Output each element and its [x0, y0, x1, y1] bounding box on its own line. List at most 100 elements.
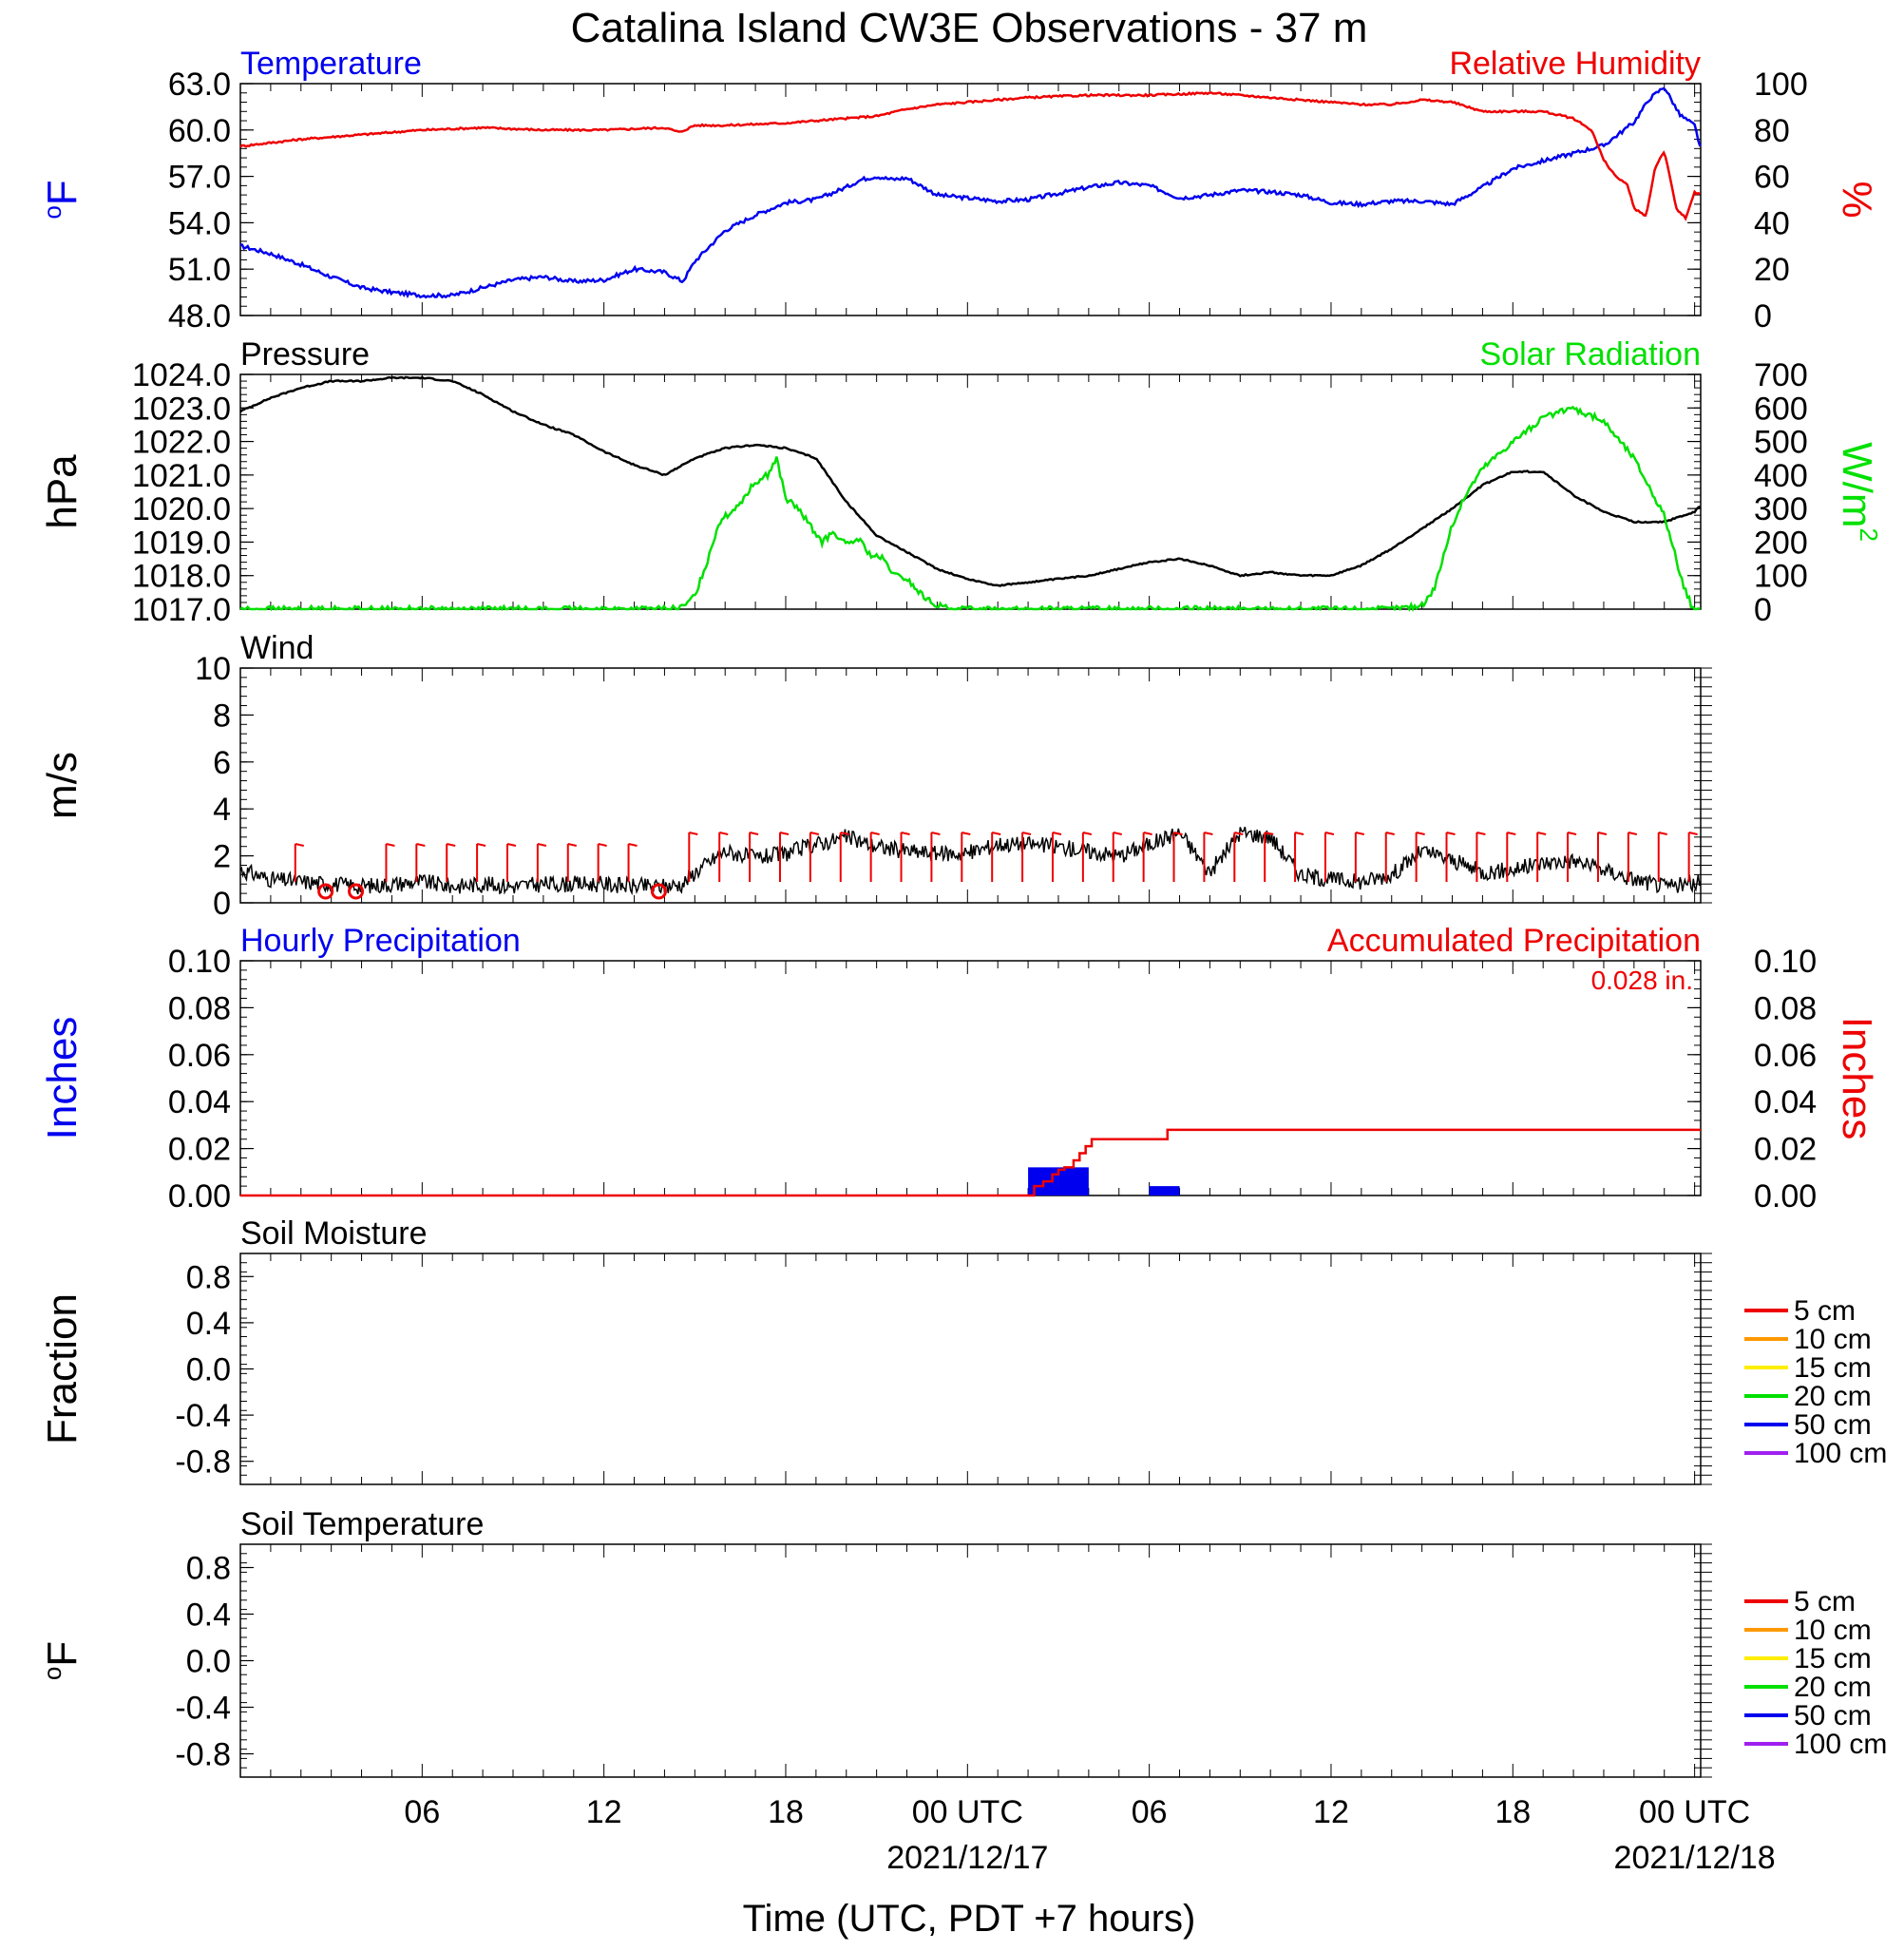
wind-barb-flag [870, 832, 880, 835]
x-date-label: 2021/12/17 [886, 1840, 1048, 1876]
wind-barb-flag [416, 843, 426, 847]
y-tick-label: 60.0 [168, 113, 231, 149]
legend-label: 100 cm [1794, 1438, 1887, 1469]
wind-barb-flag [1688, 832, 1698, 835]
y2-tick-label: 0.02 [1754, 1132, 1817, 1168]
y-tick-label: -0.4 [175, 1691, 231, 1727]
wind-barb-flag [1204, 832, 1213, 835]
y2-tick-label: 100 [1754, 67, 1808, 103]
wind-barb-flag [991, 832, 1001, 835]
wind-barb-flag [1416, 832, 1425, 835]
y-tick-label: 0.00 [168, 1178, 231, 1215]
hourly-precip-bar [1149, 1186, 1180, 1195]
plot-frame [239, 667, 1702, 904]
y-tick-label: 0.8 [186, 1551, 231, 1587]
y2-tick-label: 0 [1754, 592, 1772, 628]
y2-tick-label: 0.06 [1754, 1038, 1817, 1074]
panel-1: 1024.01023.01022.01021.01020.01019.01018… [39, 336, 1883, 628]
y2-tick-label: 600 [1754, 391, 1808, 427]
plot-frame [239, 1253, 1702, 1485]
legend-label: 5 cm [1794, 1295, 1856, 1327]
wind-barb-flag [809, 832, 820, 835]
wind-barb-flag [628, 843, 638, 847]
wind-barb-flag [1173, 832, 1183, 835]
y2-tick-label: 0 [1754, 298, 1772, 335]
series-line-relative-humidity [239, 91, 1701, 221]
y2-tick-label: 20 [1754, 252, 1790, 288]
y-tick-label: 54.0 [168, 205, 231, 241]
wind-barb-flag [1597, 832, 1608, 835]
wind-barb-flag [506, 843, 517, 847]
y-tick-label: -0.8 [175, 1444, 231, 1481]
wind-barb-flag [689, 832, 698, 835]
y2-axis-label: W/m2 [1834, 442, 1883, 542]
x-tick-label: 12 [1313, 1794, 1349, 1830]
wind-barb-flag [1355, 832, 1365, 835]
wind-barb-flag [1052, 832, 1062, 835]
y-tick-label: 57.0 [168, 160, 231, 196]
y-tick-label: 0.08 [168, 990, 231, 1026]
panel-left-title: Pressure [240, 336, 370, 373]
y-axis-label: hPa [39, 454, 86, 529]
y2-tick-label: 700 [1754, 357, 1808, 393]
x-axis-label: Time (UTC, PDT +7 hours) [743, 1898, 1196, 1940]
y-axis-label: m/s [39, 752, 86, 819]
y-tick-label: 2 [213, 839, 231, 875]
y2-tick-label: 100 [1754, 559, 1808, 595]
x-tick-label: 18 [1495, 1794, 1531, 1830]
panel-right-title: Relative Humidity [1449, 46, 1701, 82]
x-tick-label: 00 UTC [912, 1794, 1023, 1830]
calm-wind-marker [317, 883, 334, 900]
y2-tick-label: 60 [1754, 160, 1790, 196]
panel-3: 0.10 0.08 0.06 0.04 0.02 0.00 0.10 0.08 0.06 0.04… [39, 923, 1880, 1215]
wind-barb-flag [1264, 832, 1274, 835]
calm-wind-marker [348, 883, 365, 900]
x-date-label: 2021/12/18 [1614, 1840, 1776, 1876]
y-tick-label: 1019.0 [132, 525, 231, 561]
wind-barb-flag [295, 843, 304, 847]
y2-tick-label: 200 [1754, 525, 1808, 561]
wind-barb-flag [962, 832, 971, 835]
y-tick-label: 1021.0 [132, 458, 231, 494]
series-line-temperature [239, 86, 1702, 299]
y-tick-label: 1020.0 [132, 491, 231, 527]
y-tick-label: 51.0 [168, 252, 231, 288]
wind-barb-flag [1082, 832, 1093, 835]
panel-4: 0.8 0.4 0.0 -0.4 -0.8 Soil Moisture Fraction 5 … [39, 1215, 1887, 1485]
wind-barb-flag [901, 832, 910, 835]
hourly-precip-bar [1057, 1167, 1089, 1195]
wind-barb-flag [1476, 832, 1486, 835]
y-tick-label: 0.0 [186, 1352, 231, 1388]
y-axis-label: oF [38, 1641, 86, 1680]
y2-tick-label: 0.00 [1754, 1178, 1817, 1215]
legend-label: 50 cm [1794, 1700, 1872, 1731]
calm-wind-marker [650, 883, 667, 900]
plot-frame [239, 373, 1702, 610]
wind-barb-flag [749, 832, 759, 835]
y-tick-label: 0.02 [168, 1132, 231, 1168]
y-tick-label: -0.8 [175, 1737, 231, 1773]
wind-barb-flag [537, 843, 547, 847]
y-tick-label: 63.0 [168, 67, 231, 103]
wind-barb-flag [931, 832, 941, 835]
y-tick-label: 4 [213, 792, 231, 828]
y2-tick-label: 300 [1754, 491, 1808, 527]
panel-2: 10 8 6 4 2 0 Wind m/s [39, 630, 1712, 922]
y-tick-label: 1023.0 [132, 391, 231, 427]
wind-barb-flag [386, 843, 395, 847]
legend-label: 10 cm [1794, 1615, 1872, 1646]
legend-label: 20 cm [1794, 1672, 1872, 1703]
y2-tick-label: 40 [1754, 205, 1790, 241]
series-line-solar-radiation [239, 405, 1701, 613]
wind-barb-flag [840, 832, 849, 835]
panel-0: 63.0 60.0 57.0 54.0 51.0 48.0 100 80 60 40 20 0 Temp… [38, 46, 1880, 335]
y2-tick-label: 0.08 [1754, 990, 1817, 1026]
wind-barb-flag [1143, 832, 1152, 835]
plot-frame [239, 1543, 1702, 1778]
wind-barb-flag [1021, 832, 1032, 835]
x-tick-label: 12 [586, 1794, 622, 1830]
wind-barb-flag [1446, 832, 1456, 835]
plot-frame [239, 960, 1702, 1196]
panel-left-title: Wind [240, 630, 314, 666]
panel-right-title: Solar Radiation [1480, 336, 1701, 373]
